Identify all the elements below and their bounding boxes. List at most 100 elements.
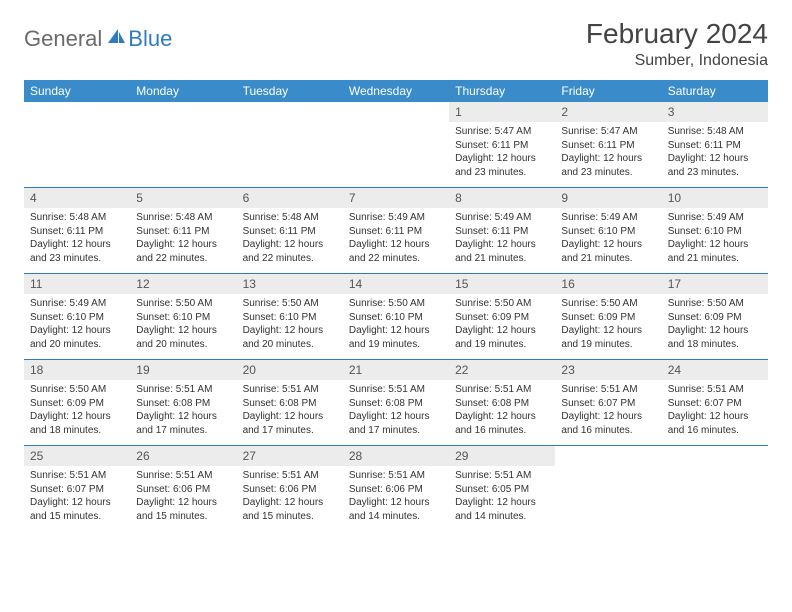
- sunset-line: Sunset: 6:11 PM: [243, 226, 316, 237]
- day-detail-cell: Sunrise: 5:49 AM Sunset: 6:11 PM Daylight:…: [449, 208, 555, 274]
- day-number-row: 123: [24, 102, 768, 122]
- sunset-line: Sunset: 6:09 PM: [668, 312, 742, 323]
- daylight-line: Daylight: 12 hours and 18 minutes.: [30, 411, 111, 436]
- sunrise-line: Sunrise: 5:51 AM: [243, 470, 319, 481]
- sunset-line: Sunset: 6:06 PM: [136, 484, 210, 495]
- sunrise-line: Sunrise: 5:51 AM: [243, 384, 319, 395]
- day-detail-cell: Sunrise: 5:50 AM Sunset: 6:09 PM Daylight:…: [24, 380, 130, 446]
- day-header-cell: Sunday: [24, 80, 130, 102]
- sunset-line: Sunset: 6:05 PM: [455, 484, 529, 495]
- calendar-table: SundayMondayTuesdayWednesdayThursdayFrid…: [24, 80, 768, 531]
- sunrise-line: Sunrise: 5:48 AM: [30, 212, 106, 223]
- sunrise-line: Sunrise: 5:51 AM: [455, 470, 531, 481]
- day-number-row: 2526272829: [24, 446, 768, 466]
- day-number-cell: 17: [662, 274, 768, 294]
- sunset-line: Sunset: 6:08 PM: [243, 398, 317, 409]
- sunrise-line: Sunrise: 5:48 AM: [668, 126, 744, 137]
- day-detail-row: Sunrise: 5:47 AM Sunset: 6:11 PM Daylight:…: [24, 122, 768, 188]
- day-detail-cell: Sunrise: 5:47 AMSunset: 6:11 PMDaylight:…: [555, 122, 661, 188]
- daylight-line: Daylight: 12 hours and 17 minutes.: [243, 411, 324, 436]
- title-block: February 2024 Sumber, Indonesia: [586, 18, 768, 70]
- calendar-body: 123Sunrise: 5:47 AMSunset: 6:11 PMDaylig…: [24, 102, 768, 531]
- day-number-cell: 11: [24, 274, 130, 294]
- day-number-cell: 20: [237, 360, 343, 380]
- sunset-line: Sunset: 6:07 PM: [30, 484, 104, 495]
- day-detail-cell: Sunrise: 5:51 AMSunset: 6:07 PMDaylight:…: [662, 380, 768, 446]
- sunrise-line: Sunrise: 5:51 AM: [349, 384, 425, 395]
- daylight-line: Daylight: 12 hours and 21 minutes.: [668, 239, 749, 264]
- sunset-line: Sunset: 6:07 PM: [668, 398, 742, 409]
- sunset-line: Sunset: 6:10 PM: [561, 226, 635, 237]
- logo-text-general: General: [24, 26, 102, 52]
- sunset-line: Sunset: 6:08 PM: [349, 398, 423, 409]
- sunset-line: Sunset: 6:10 PM: [668, 226, 742, 237]
- sunset-line: Sunset: 6:09 PM: [30, 398, 104, 409]
- daylight-line: Daylight: 12 hours and 15 minutes.: [30, 497, 111, 522]
- sunset-line: Sunset: 6:11 PM: [30, 226, 103, 237]
- daylight-line: Daylight: 12 hours and 14 minutes.: [349, 497, 430, 522]
- day-number-cell: 10: [662, 188, 768, 208]
- day-number-cell: 9: [555, 188, 661, 208]
- daylight-line: Daylight: 12 hours and 17 minutes.: [349, 411, 430, 436]
- day-header-row: SundayMondayTuesdayWednesdayThursdayFrid…: [24, 80, 768, 102]
- day-number-cell: 23: [555, 360, 661, 380]
- day-number-cell: 12: [130, 274, 236, 294]
- day-number-cell: 2: [555, 102, 661, 122]
- day-number-row: 11121314151617: [24, 274, 768, 294]
- day-detail-cell: Sunrise: 5:51 AMSunset: 6:06 PMDaylight:…: [343, 466, 449, 531]
- sunset-line: Sunset: 6:10 PM: [136, 312, 210, 323]
- day-detail-cell: Sunrise: 5:51 AMSunset: 6:05 PMDaylight:…: [449, 466, 555, 531]
- sunrise-line: Sunrise: 5:49 AM: [561, 212, 637, 223]
- daylight-line: Daylight: 12 hours and 16 minutes.: [455, 411, 536, 436]
- daylight-line: Daylight: 12 hours and 21 minutes.: [561, 239, 642, 264]
- day-detail-cell: Sunrise: 5:51 AMSunset: 6:08 PMDaylight:…: [130, 380, 236, 446]
- sunset-line: Sunset: 6:11 PM: [455, 140, 528, 151]
- day-detail-cell: Sunrise: 5:49 AMSunset: 6:11 PMDaylight:…: [343, 208, 449, 274]
- day-detail-cell: Sunrise: 5:48 AM Sunset: 6:11 PM Daylight:…: [24, 208, 130, 274]
- day-detail-cell: Sunrise: 5:51 AMSunset: 6:08 PMDaylight:…: [449, 380, 555, 446]
- day-detail-cell: Sunrise: 5:50 AMSunset: 6:09 PMDaylight:…: [449, 294, 555, 360]
- day-number-cell: 4: [24, 188, 130, 208]
- sunrise-line: Sunrise: 5:50 AM: [30, 384, 106, 395]
- day-header-cell: Friday: [555, 80, 661, 102]
- logo-text-blue: Blue: [128, 26, 172, 52]
- location: Sumber, Indonesia: [586, 52, 768, 70]
- day-number-cell: 14: [343, 274, 449, 294]
- day-detail-cell: Sunrise: 5:50 AMSunset: 6:10 PMDaylight:…: [343, 294, 449, 360]
- daylight-line: Daylight: 12 hours and 23 minutes.: [30, 239, 111, 264]
- sunset-line: Sunset: 6:08 PM: [455, 398, 529, 409]
- day-detail-cell: Sunrise: 5:50 AMSunset: 6:10 PMDaylight:…: [130, 294, 236, 360]
- sunrise-line: Sunrise: 5:47 AM: [561, 126, 637, 137]
- day-number-cell: 18: [24, 360, 130, 380]
- daylight-line: Daylight: 12 hours and 21 minutes.: [455, 239, 536, 264]
- day-detail-row: Sunrise: 5:50 AM Sunset: 6:09 PM Daylight:…: [24, 380, 768, 446]
- day-number-row: 45678910: [24, 188, 768, 208]
- day-number-cell: 22: [449, 360, 555, 380]
- logo: General Blue: [24, 18, 172, 52]
- day-detail-cell: Sunrise: 5:51 AMSunset: 6:06 PMDaylight:…: [237, 466, 343, 531]
- day-detail-cell: Sunrise: 5:50 AMSunset: 6:09 PMDaylight:…: [662, 294, 768, 360]
- day-detail-cell: [130, 122, 236, 188]
- day-number-row: 18192021222324: [24, 360, 768, 380]
- day-detail-cell: Sunrise: 5:49 AM Sunset: 6:10 PM Daylight:…: [555, 208, 661, 274]
- sunset-line: Sunset: 6:07 PM: [561, 398, 635, 409]
- day-number-cell: [24, 102, 130, 122]
- sunrise-line: Sunrise: 5:49 AM: [455, 212, 531, 223]
- day-detail-cell: Sunrise: 5:48 AMSunset: 6:11 PMDaylight:…: [237, 208, 343, 274]
- day-number-cell: 27: [237, 446, 343, 466]
- day-detail-cell: Sunrise: 5:51 AMSunset: 6:06 PMDaylight:…: [130, 466, 236, 531]
- daylight-line: Daylight: 12 hours and 15 minutes.: [136, 497, 217, 522]
- day-detail-cell: Sunrise: 5:48 AMSunset: 6:11 PMDaylight:…: [662, 122, 768, 188]
- day-number-cell: 3: [662, 102, 768, 122]
- sunset-line: Sunset: 6:11 PM: [455, 226, 528, 237]
- day-detail-cell: Sunrise: 5:48 AMSunset: 6:11 PMDaylight:…: [130, 208, 236, 274]
- daylight-line: Daylight: 12 hours and 16 minutes.: [561, 411, 642, 436]
- day-detail-cell: Sunrise: 5:50 AMSunset: 6:09 PMDaylight:…: [555, 294, 661, 360]
- sunrise-line: Sunrise: 5:50 AM: [136, 298, 212, 309]
- daylight-line: Daylight: 12 hours and 23 minutes.: [455, 153, 536, 178]
- sunset-line: Sunset: 6:09 PM: [561, 312, 635, 323]
- sunset-line: Sunset: 6:11 PM: [668, 140, 741, 151]
- sunrise-line: Sunrise: 5:49 AM: [668, 212, 744, 223]
- daylight-line: Daylight: 12 hours and 22 minutes.: [349, 239, 430, 264]
- sunset-line: Sunset: 6:10 PM: [349, 312, 423, 323]
